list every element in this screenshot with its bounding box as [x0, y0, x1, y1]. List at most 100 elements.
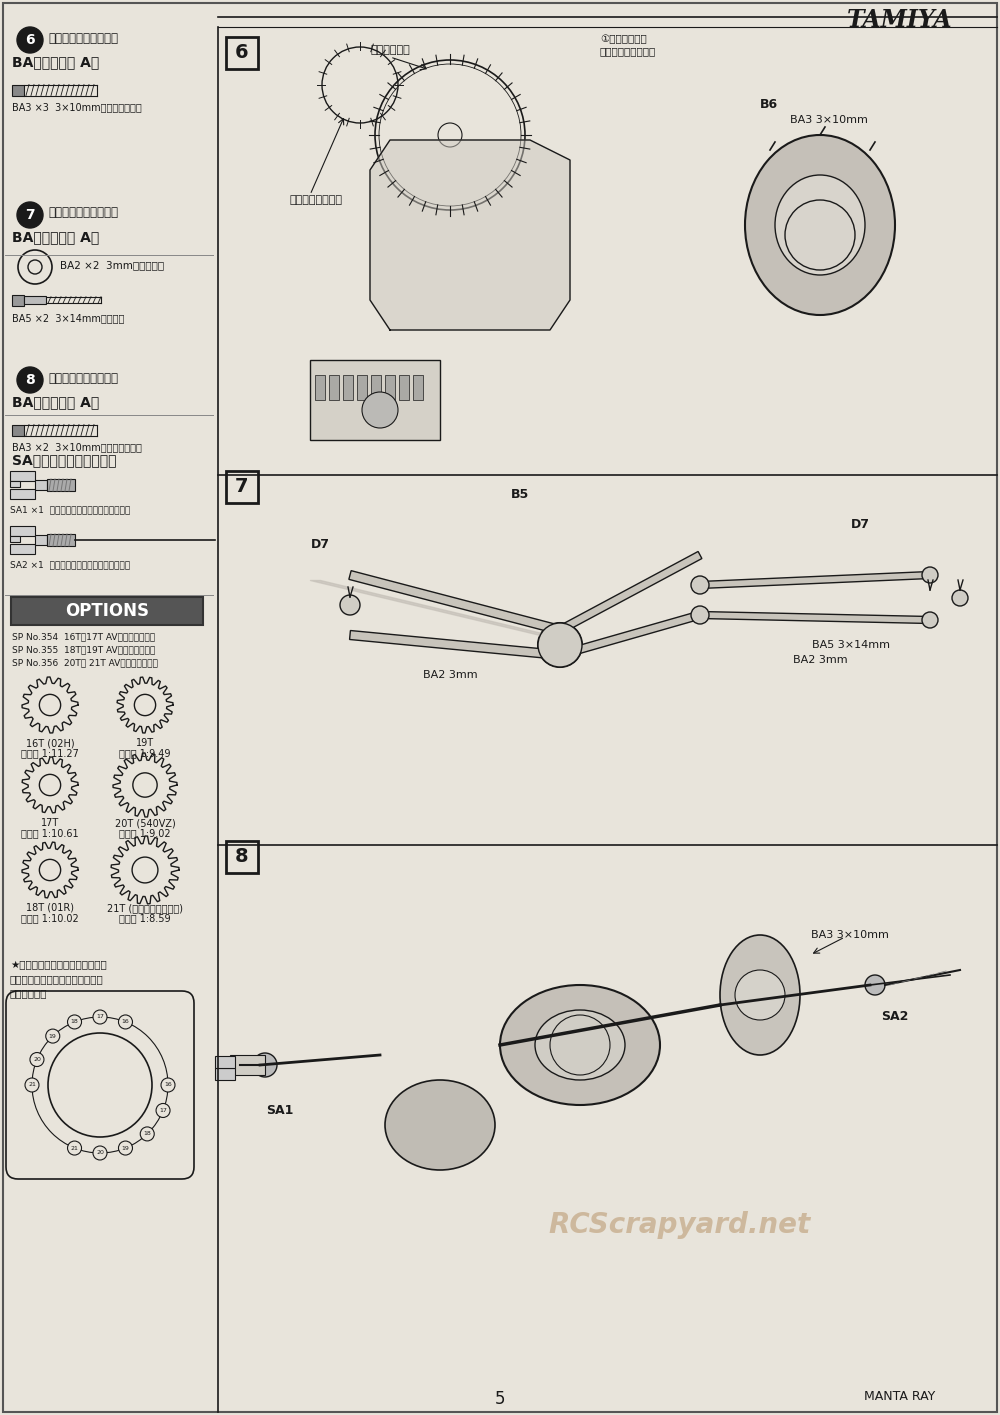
Text: 16: 16: [164, 1082, 172, 1088]
Text: BA（ビス袋詰 A）: BA（ビス袋詰 A）: [12, 395, 99, 409]
Text: 6: 6: [25, 33, 35, 47]
Text: 21: 21: [71, 1146, 78, 1150]
Text: 20: 20: [96, 1150, 104, 1156]
Circle shape: [340, 594, 360, 616]
Bar: [10, 471, 35, 481]
Circle shape: [39, 774, 61, 795]
Circle shape: [39, 695, 61, 716]
Bar: [10, 481, 20, 487]
Bar: [343, 375, 353, 400]
Ellipse shape: [745, 134, 895, 316]
Circle shape: [48, 1033, 152, 1138]
Polygon shape: [349, 570, 561, 634]
Circle shape: [538, 623, 582, 666]
Circle shape: [46, 1029, 60, 1043]
Text: RCScrapyard.net: RCScrapyard.net: [549, 1211, 811, 1240]
Text: BA3 3×10mm: BA3 3×10mm: [790, 115, 868, 125]
Text: 21T (ノーマルモーター): 21T (ノーマルモーター): [107, 903, 183, 913]
Circle shape: [17, 27, 43, 52]
Circle shape: [156, 1104, 170, 1118]
Text: アイドラーギヤー: アイドラーギヤー: [290, 195, 343, 205]
Circle shape: [118, 1015, 132, 1029]
Circle shape: [30, 1053, 44, 1067]
Text: 18T (01R): 18T (01R): [26, 903, 74, 913]
Circle shape: [25, 1078, 39, 1092]
Text: BA（ビス袋詰 A）: BA（ビス袋詰 A）: [12, 55, 99, 69]
Circle shape: [735, 971, 785, 1020]
Text: ★ビニオンギヤーの枚数にあわせ: ★ビニオンギヤーの枚数にあわせ: [10, 959, 107, 971]
Polygon shape: [350, 631, 560, 659]
Bar: [371, 375, 381, 400]
Bar: [12, 424, 24, 436]
Circle shape: [161, 1078, 175, 1092]
Text: 20: 20: [33, 1057, 41, 1063]
Circle shape: [68, 1015, 82, 1029]
Text: 〈使用する小物金具〉: 〈使用する小物金具〉: [48, 31, 118, 44]
Bar: [215, 1056, 235, 1068]
Bar: [35, 535, 47, 545]
Circle shape: [118, 1140, 132, 1155]
Text: SA（ブリスターパック）: SA（ブリスターパック）: [12, 453, 116, 467]
Text: 18: 18: [143, 1132, 151, 1136]
Text: 19: 19: [122, 1146, 129, 1150]
Circle shape: [865, 975, 885, 995]
Text: BA（ビス袋詰 A）: BA（ビス袋詰 A）: [12, 231, 99, 243]
Text: ギヤ比 1:10.61: ギヤ比 1:10.61: [21, 828, 79, 838]
Text: BA2 ×2  3mmワッシャー: BA2 ×2 3mmワッシャー: [60, 260, 164, 270]
Text: ギヤ比 1:9.02: ギヤ比 1:9.02: [119, 828, 171, 838]
Text: 20T (540VZ): 20T (540VZ): [115, 818, 175, 828]
Ellipse shape: [535, 1010, 625, 1080]
Circle shape: [93, 1146, 107, 1160]
Text: SA1: SA1: [266, 1104, 294, 1116]
Text: B6: B6: [760, 99, 778, 112]
Bar: [10, 536, 20, 542]
Bar: [413, 375, 423, 400]
Circle shape: [538, 623, 582, 666]
Text: BA3 ×3  3×10mmタッピングビス: BA3 ×3 3×10mmタッピングビス: [12, 102, 142, 112]
Circle shape: [140, 1126, 154, 1140]
Bar: [10, 526, 35, 536]
Bar: [47, 533, 75, 546]
Ellipse shape: [385, 1080, 495, 1170]
Circle shape: [133, 773, 157, 797]
Text: 6: 6: [235, 44, 249, 62]
Ellipse shape: [720, 935, 800, 1056]
Bar: [315, 375, 325, 400]
Text: SA2 ×1  ギヤーボックスジョイント（長）: SA2 ×1 ギヤーボックスジョイント（長）: [10, 560, 130, 569]
Circle shape: [922, 613, 938, 628]
Text: OPTIONS: OPTIONS: [65, 601, 149, 620]
Bar: [399, 375, 409, 400]
Text: 7: 7: [235, 477, 249, 497]
Circle shape: [253, 1053, 277, 1077]
Text: BA5 3×14mm: BA5 3×14mm: [812, 640, 890, 649]
Text: B5: B5: [511, 488, 529, 501]
Bar: [24, 296, 46, 304]
Text: 〈使用する小物金具〉: 〈使用する小物金具〉: [48, 372, 118, 385]
Bar: [329, 375, 339, 400]
Text: BA2 3mm: BA2 3mm: [423, 669, 477, 681]
Ellipse shape: [775, 175, 865, 275]
Bar: [47, 480, 75, 491]
Text: BA3 ×2  3×10mmタッピングビス: BA3 ×2 3×10mmタッピングビス: [12, 441, 142, 451]
Bar: [10, 490, 35, 499]
Polygon shape: [700, 611, 930, 624]
Text: SP No.354  16T、17T AVピニオンセット: SP No.354 16T、17T AVピニオンセット: [12, 633, 155, 641]
Text: SA2: SA2: [881, 1010, 909, 1023]
Text: ギヤ比 1:9.49: ギヤ比 1:9.49: [119, 749, 171, 758]
Bar: [230, 1056, 265, 1075]
Text: 16T (02H): 16T (02H): [26, 739, 74, 749]
Bar: [357, 375, 367, 400]
Circle shape: [548, 633, 572, 657]
Circle shape: [691, 576, 709, 594]
Text: 17: 17: [159, 1108, 167, 1114]
Text: 16: 16: [122, 1019, 129, 1024]
Polygon shape: [558, 552, 702, 634]
Text: 8: 8: [235, 848, 249, 866]
Bar: [385, 375, 395, 400]
Text: BA2 3mm: BA2 3mm: [793, 655, 847, 665]
Circle shape: [362, 392, 398, 427]
Text: BA5 ×2  3×14mm段付ビス: BA5 ×2 3×14mm段付ビス: [12, 313, 124, 323]
Text: りつけます。: りつけます。: [10, 988, 48, 998]
Text: MANTA RAY: MANTA RAY: [864, 1390, 936, 1404]
Text: TAMIYA: TAMIYA: [847, 8, 953, 33]
